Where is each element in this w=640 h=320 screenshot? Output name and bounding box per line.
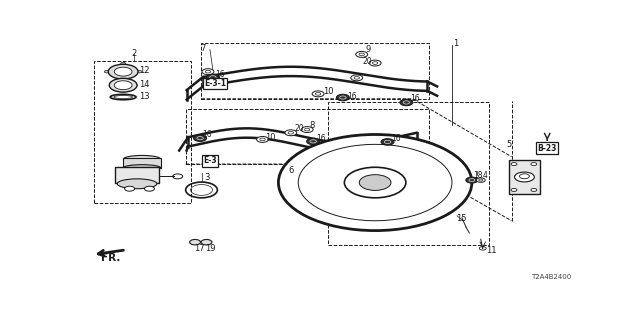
Circle shape xyxy=(466,177,478,183)
Circle shape xyxy=(400,99,413,106)
Bar xyxy=(115,166,159,182)
Circle shape xyxy=(307,138,319,145)
Text: 2: 2 xyxy=(131,49,136,58)
Circle shape xyxy=(356,52,367,57)
Circle shape xyxy=(114,67,132,76)
Text: 14: 14 xyxy=(140,80,150,89)
Text: 8: 8 xyxy=(309,121,314,130)
Text: 3: 3 xyxy=(204,173,209,182)
Text: 10: 10 xyxy=(266,133,276,142)
Circle shape xyxy=(531,188,537,191)
Circle shape xyxy=(114,81,132,90)
Text: 20: 20 xyxy=(295,124,305,133)
Ellipse shape xyxy=(121,78,125,81)
Circle shape xyxy=(202,69,214,75)
Circle shape xyxy=(193,135,207,141)
Circle shape xyxy=(476,178,485,182)
Circle shape xyxy=(285,130,297,136)
Circle shape xyxy=(109,78,137,92)
Bar xyxy=(328,102,489,245)
Text: 16: 16 xyxy=(202,131,212,140)
Circle shape xyxy=(515,172,534,182)
Circle shape xyxy=(381,139,394,145)
Bar xyxy=(509,160,540,194)
Text: 16: 16 xyxy=(215,70,225,79)
Circle shape xyxy=(351,75,363,81)
Circle shape xyxy=(145,186,154,191)
Circle shape xyxy=(301,127,313,132)
Circle shape xyxy=(207,74,220,81)
Circle shape xyxy=(337,94,349,101)
Text: 16: 16 xyxy=(317,134,326,143)
Circle shape xyxy=(359,175,391,190)
Circle shape xyxy=(511,163,517,165)
Bar xyxy=(200,43,429,99)
Ellipse shape xyxy=(104,70,110,73)
Circle shape xyxy=(369,60,381,66)
Ellipse shape xyxy=(121,62,125,65)
Text: 18: 18 xyxy=(473,172,483,180)
Text: 19: 19 xyxy=(205,244,216,253)
Text: 16: 16 xyxy=(392,134,401,143)
Text: 20: 20 xyxy=(363,57,372,66)
Text: 9: 9 xyxy=(365,45,371,54)
Ellipse shape xyxy=(136,70,142,73)
Text: 4: 4 xyxy=(483,172,488,180)
Text: 16: 16 xyxy=(410,93,419,102)
Text: E-3: E-3 xyxy=(203,156,217,165)
Text: FR.: FR. xyxy=(101,253,120,263)
Text: T2A4B2400: T2A4B2400 xyxy=(531,274,571,280)
Text: 7: 7 xyxy=(200,44,206,53)
Text: 12: 12 xyxy=(140,67,150,76)
Bar xyxy=(94,60,191,204)
Text: 17: 17 xyxy=(194,244,205,253)
Text: B-23: B-23 xyxy=(538,144,557,153)
Circle shape xyxy=(201,239,212,245)
Circle shape xyxy=(189,239,200,245)
Circle shape xyxy=(511,188,517,191)
Ellipse shape xyxy=(124,165,161,171)
Text: 11: 11 xyxy=(486,246,496,255)
Ellipse shape xyxy=(117,179,157,189)
Circle shape xyxy=(278,134,472,231)
Text: 15: 15 xyxy=(456,214,467,223)
Text: 13: 13 xyxy=(140,92,150,101)
Ellipse shape xyxy=(124,156,161,163)
Circle shape xyxy=(312,91,324,97)
Bar xyxy=(509,160,540,194)
Text: 5: 5 xyxy=(507,140,512,149)
Text: 16: 16 xyxy=(347,92,356,100)
Circle shape xyxy=(257,136,269,142)
Circle shape xyxy=(125,186,134,191)
Text: 6: 6 xyxy=(288,166,294,175)
Text: 10: 10 xyxy=(323,87,333,96)
Circle shape xyxy=(531,163,537,165)
Circle shape xyxy=(108,64,138,79)
Bar xyxy=(124,158,161,168)
Text: 1: 1 xyxy=(454,39,459,48)
Bar xyxy=(186,108,429,164)
Text: E-3-1: E-3-1 xyxy=(204,79,226,88)
